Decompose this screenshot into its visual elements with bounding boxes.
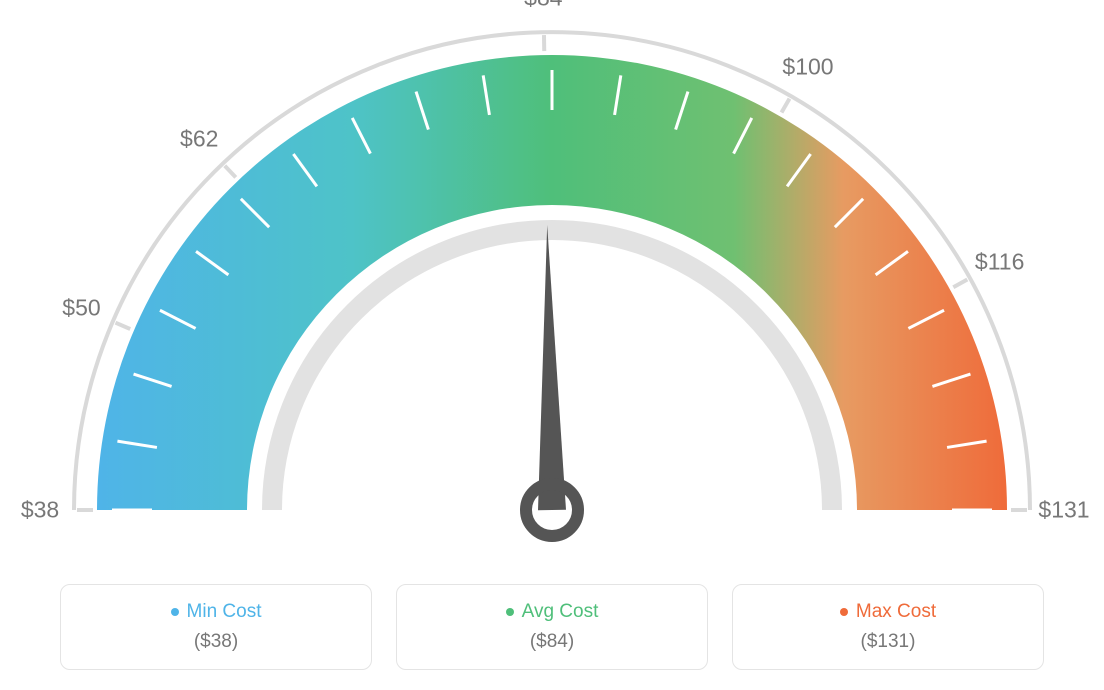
legend-value-avg: ($84) bbox=[530, 631, 574, 653]
legend-dot-avg bbox=[506, 608, 514, 616]
gauge-tick-label: $50 bbox=[62, 295, 100, 322]
cost-gauge-figure: $38 $50 $62 $84 $100 $116 $131 Min Cost ($38) … bbox=[0, 0, 1104, 690]
legend-title-avg: Avg Cost bbox=[506, 601, 599, 623]
gauge-svg bbox=[0, 0, 1104, 560]
legend-title-max: Max Cost bbox=[840, 601, 936, 623]
legend-card-avg: Avg Cost ($84) bbox=[396, 584, 708, 670]
gauge-tick-label: $100 bbox=[782, 53, 833, 80]
legend-card-max: Max Cost ($131) bbox=[732, 584, 1044, 670]
legend-card-min: Min Cost ($38) bbox=[60, 584, 372, 670]
legend-label-max: Max Cost bbox=[856, 601, 936, 623]
gauge-tick-label: $131 bbox=[1038, 497, 1089, 524]
gauge-tick-label: $84 bbox=[524, 0, 562, 12]
legend-value-max: ($131) bbox=[861, 631, 916, 653]
gauge: $38 $50 $62 $84 $100 $116 $131 bbox=[0, 0, 1104, 560]
legend-dot-max bbox=[840, 608, 848, 616]
legend-row: Min Cost ($38) Avg Cost ($84) Max Cost (… bbox=[0, 584, 1104, 670]
gauge-tick-label: $116 bbox=[975, 248, 1024, 275]
gauge-tick-label: $62 bbox=[180, 125, 218, 152]
legend-value-min: ($38) bbox=[194, 631, 238, 653]
gauge-tick-label: $38 bbox=[21, 497, 59, 524]
legend-label-min: Min Cost bbox=[187, 601, 262, 623]
legend-dot-min bbox=[171, 608, 179, 616]
legend-title-min: Min Cost bbox=[171, 601, 262, 623]
legend-label-avg: Avg Cost bbox=[522, 601, 599, 623]
